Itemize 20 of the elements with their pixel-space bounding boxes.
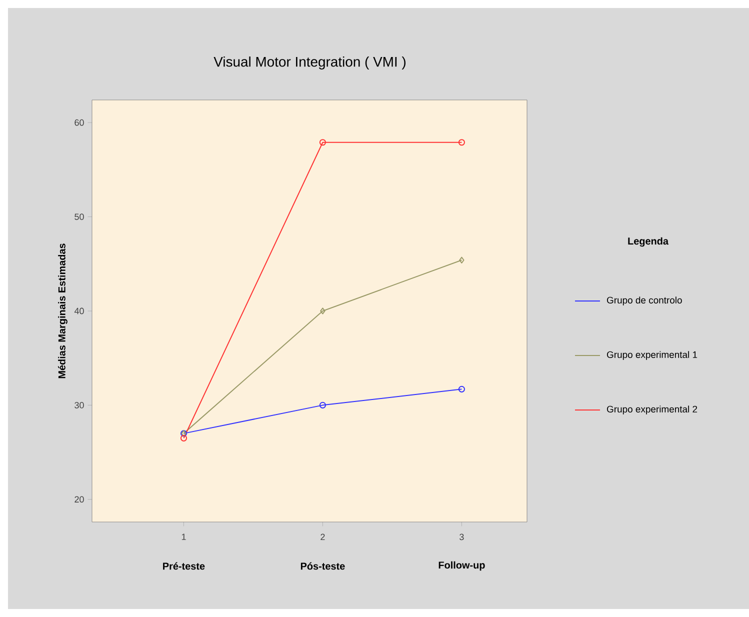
legend-label: Grupo experimental 2 — [606, 406, 698, 414]
legend-title: Legenda — [628, 237, 669, 247]
y-tick-label: 40 — [74, 308, 84, 314]
x-tick-label: 1 — [182, 534, 186, 540]
legend-label: Grupo experimental 1 — [606, 351, 698, 360]
x-tick-label: 3 — [460, 534, 464, 540]
point — [320, 308, 326, 314]
y-tick-label: 50 — [74, 214, 84, 220]
point — [319, 139, 326, 146]
y-axis-title: Médias Marginais Estimadas — [58, 244, 68, 378]
point — [319, 402, 326, 408]
y-tick-label: 60 — [74, 119, 84, 126]
legend-label: Grupo de controlo — [606, 296, 682, 306]
y-tick-label: 20 — [74, 496, 84, 503]
text: Pós-teste — [300, 562, 345, 570]
x-tick-label: 2 — [320, 534, 325, 540]
text: Follow-up — [438, 561, 485, 571]
chart-title: Visual Motor Integration ( VMI ) — [214, 56, 406, 70]
y-tick-label: 30 — [74, 402, 84, 408]
text: Pré-teste — [163, 562, 205, 570]
